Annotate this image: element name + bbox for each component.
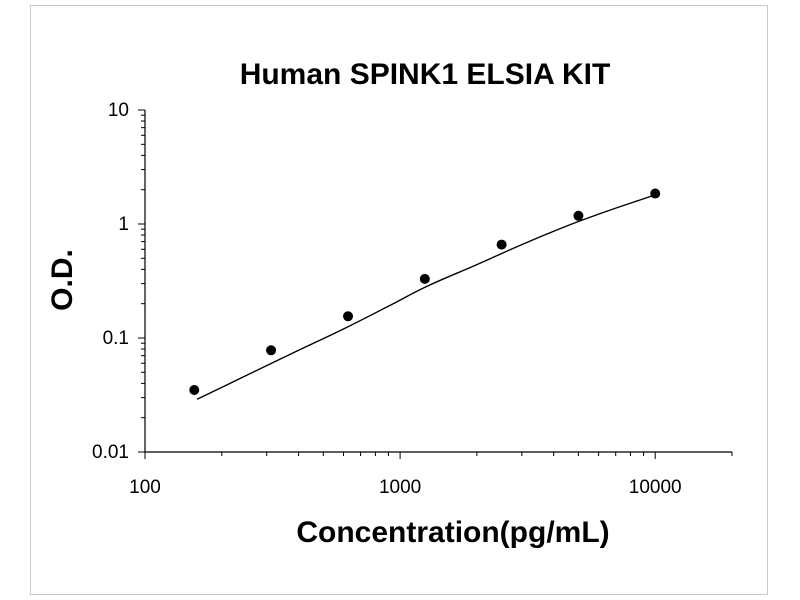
x-tick-label: 1000: [379, 477, 421, 498]
x-axis-label: Concentration(pg/mL): [296, 516, 609, 549]
y-tick-label: 1: [118, 214, 129, 235]
chart-frame: [30, 5, 768, 595]
fit-curve-group: [196, 194, 656, 400]
data-point: [650, 188, 661, 199]
chart-title: Human SPINK1 ELSIA KIT: [240, 58, 611, 91]
data-point: [496, 239, 507, 250]
data-point: [266, 345, 277, 356]
axes: [138, 109, 733, 459]
x-tick-label: 10000: [629, 477, 682, 498]
data-point: [419, 273, 430, 284]
y-tick-label: 0.1: [103, 328, 129, 349]
y-tick-label: 10: [108, 100, 129, 121]
data-points: [189, 188, 661, 395]
x-tick-label: 100: [129, 477, 161, 498]
y-axis-label: O.D.: [46, 249, 79, 311]
data-point: [189, 384, 200, 395]
data-point: [343, 311, 354, 322]
tick-labels: 0.01 0.1 1 10 100 1000 10000: [92, 100, 682, 498]
data-point: [573, 210, 584, 221]
y-tick-label: 0.01: [92, 442, 129, 463]
fit-curve: [196, 194, 656, 400]
